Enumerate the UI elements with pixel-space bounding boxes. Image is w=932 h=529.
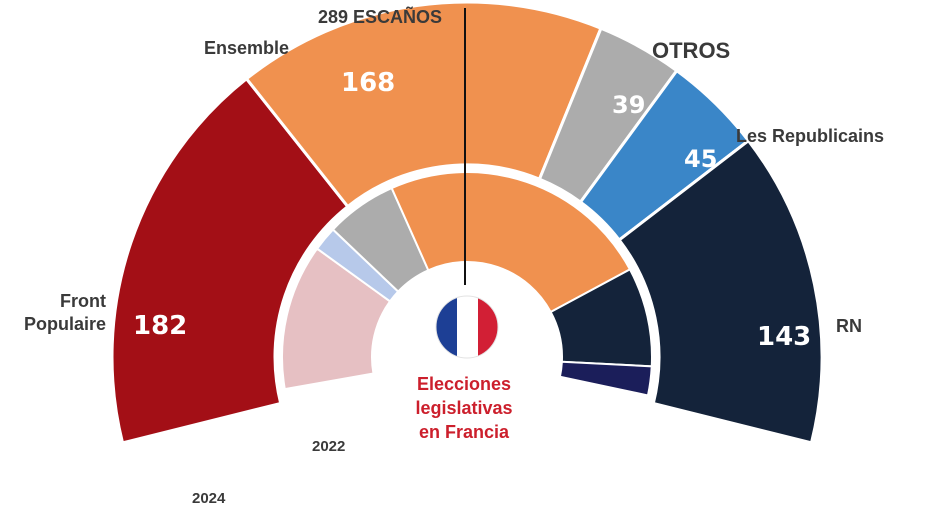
value-otros: 39 bbox=[612, 91, 646, 119]
value-les-republicains: 45 bbox=[684, 145, 718, 173]
label-ensemble: Ensemble bbox=[204, 38, 290, 58]
outer-2024-slice-2 bbox=[244, 0, 603, 209]
inner-ring-2022 bbox=[281, 171, 653, 397]
center-title: Elecciones legislativas en Francia bbox=[380, 372, 548, 444]
france-flag-icon bbox=[435, 295, 499, 359]
center-title-line-2: legislativas bbox=[415, 398, 513, 418]
outer-2024-slice-5 bbox=[617, 138, 824, 445]
inner-2022-slice-6 bbox=[558, 360, 653, 397]
outer-ring-2024 bbox=[110, 0, 824, 445]
year-label-2022: 2022 bbox=[312, 438, 346, 455]
inner-2022-slice-4 bbox=[390, 171, 632, 314]
label-otros: OTROS bbox=[652, 38, 731, 63]
value-rn: 143 bbox=[757, 322, 812, 352]
label-rn: RN bbox=[836, 316, 862, 336]
label-front-populaire: Front Populaire bbox=[8, 290, 106, 336]
center-title-line-1: Elecciones bbox=[416, 374, 512, 394]
year-label-2024: 2024 bbox=[192, 490, 226, 507]
label-front-populaire-text: Front Populaire bbox=[23, 291, 106, 334]
value-front-populaire: 182 bbox=[133, 311, 188, 341]
label-les-republicains: Les Republicains bbox=[736, 126, 885, 146]
outer-2024-slice-1 bbox=[110, 76, 350, 445]
value-ensemble: 168 bbox=[341, 68, 396, 98]
chart-title: 289 ESCAÑOS bbox=[318, 7, 443, 27]
center-title-line-3: en Francia bbox=[418, 422, 510, 442]
